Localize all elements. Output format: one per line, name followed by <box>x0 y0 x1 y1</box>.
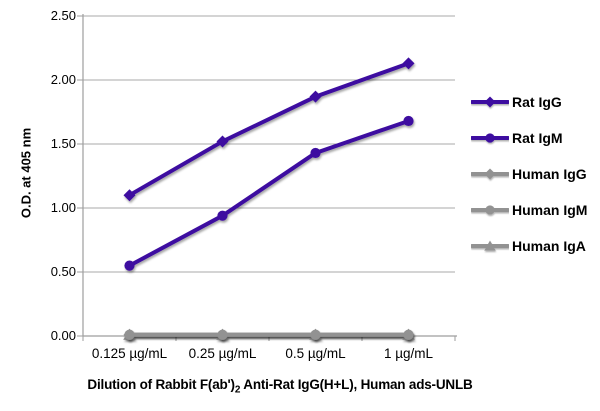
legend-marker <box>485 133 495 143</box>
series-human-igm-marker <box>124 329 135 340</box>
series-rat-igm <box>124 115 414 271</box>
y-axis-title: O.D. at 405 nm <box>18 127 34 219</box>
series-rat-igm-marker <box>310 147 321 159</box>
chart-title-text: Dilution of Rabbit F(ab') <box>87 377 235 392</box>
series-rat-igg-marker <box>123 189 136 202</box>
legend-item-rat-igg: Rat IgG <box>471 84 587 120</box>
series-human-igm-marker <box>310 329 321 340</box>
series-rat-igg-marker <box>309 90 322 103</box>
x-tick-label: 1 µg/mL <box>383 346 434 361</box>
y-tick-label: 1.00 <box>50 200 76 215</box>
x-tick-label: 0.25 µg/mL <box>188 346 257 361</box>
legend-label: Human IgA <box>512 238 586 254</box>
y-tick-label: 2.00 <box>50 72 76 87</box>
series-human-igm-marker <box>217 329 228 340</box>
legend-marker <box>484 96 496 108</box>
series-rat-igm-marker <box>124 260 135 271</box>
legend-marker <box>485 205 495 215</box>
x-tick-label: 0.125 µg/mL <box>91 346 168 361</box>
legend-marker <box>484 240 496 251</box>
series-rat-igg <box>123 57 415 202</box>
y-tick-label: 0.00 <box>50 328 76 343</box>
legend-marker-circle-icon <box>471 133 509 143</box>
series-rat-igg-marker <box>216 135 229 148</box>
x-tick-label: 0.5 µg/mL <box>285 346 346 361</box>
chart-title: Dilution of Rabbit F(ab')2 Anti-Rat IgG(… <box>0 377 560 396</box>
legend-label: Human IgG <box>512 166 587 182</box>
legend-item-human-igm: Human IgM <box>471 192 587 228</box>
legend-label: Human IgM <box>512 202 588 218</box>
legend-item-human-iga: Human IgA <box>471 228 587 264</box>
legend-marker-diamond-icon <box>471 96 509 108</box>
legend-label: Rat IgM <box>512 130 563 146</box>
legend-marker-diamond-icon <box>471 168 509 180</box>
legend-label: Rat IgG <box>512 94 562 110</box>
y-tick-label: 0.50 <box>50 264 76 279</box>
legend-marker-circle-icon <box>471 205 509 215</box>
series-rat-igm-line <box>127 118 411 268</box>
y-tick-label: 1.50 <box>50 136 76 151</box>
legend-marker <box>484 168 496 180</box>
chart-title-subscript: 2 <box>234 384 241 396</box>
legend-item-human-igg: Human IgG <box>471 156 587 192</box>
series-rat-igg-marker <box>402 57 415 70</box>
legend-marker-triangle-icon <box>471 240 509 251</box>
chart-title-text: Anti-Rat IgG(H+L), Human ads-UNLB <box>240 377 473 392</box>
series-rat-igm-marker <box>217 210 228 221</box>
series-rat-igg-line <box>127 61 411 198</box>
series-rat-igm-marker <box>403 115 414 127</box>
series-human-igm-marker <box>403 329 414 340</box>
y-tick-label: 2.50 <box>50 8 76 23</box>
legend-item-rat-igm: Rat IgM <box>471 120 587 156</box>
legend: Rat IgG Rat IgM Human IgG Human IgM Human Ig… <box>471 84 587 264</box>
series-human-igm <box>124 329 414 340</box>
